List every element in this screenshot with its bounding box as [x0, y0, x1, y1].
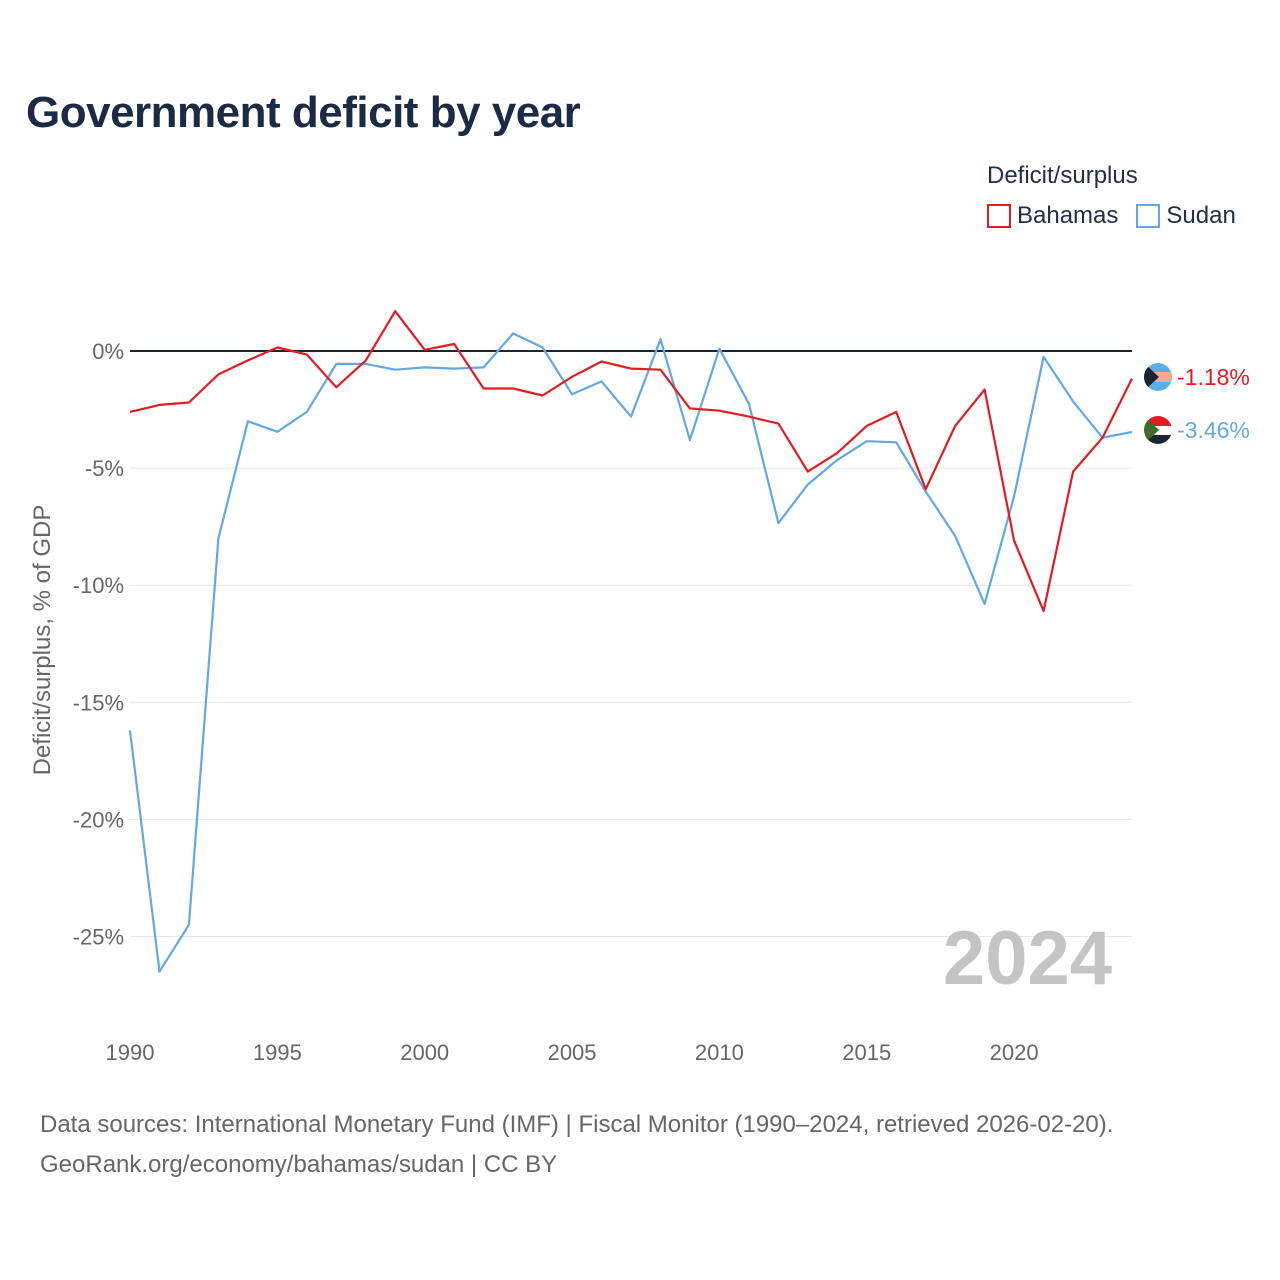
legend-item-sudan[interactable]: Sudan	[1136, 202, 1236, 230]
legend-item-bahamas[interactable]: Bahamas	[987, 202, 1118, 230]
footer: Data sources: International Monetary Fun…	[40, 1105, 1113, 1185]
x-tick-label: 2000	[400, 1040, 449, 1065]
year-watermark: 2024	[943, 916, 1112, 1001]
y-tick-label: -5%	[85, 456, 124, 481]
legend: Deficit/surplus Bahamas Sudan	[987, 162, 1236, 230]
x-tick-label: 2005	[548, 1040, 597, 1065]
y-tick-label: -15%	[73, 690, 124, 715]
legend-title: Deficit/surplus	[987, 162, 1138, 189]
end-label-bahamas: -1.18%	[1177, 364, 1250, 390]
bahamas-flag-icon	[1144, 363, 1172, 391]
data-sources: Data sources: International Monetary Fun…	[40, 1111, 1114, 1138]
series-line-bahamas	[129, 310, 1133, 613]
end-label-sudan: -3.46%	[1177, 417, 1250, 443]
source-link[interactable]: GeoRank.org/economy/bahamas/sudan | CC B…	[40, 1151, 558, 1178]
x-tick-label: 2010	[695, 1040, 744, 1065]
chart-title: Government deficit by year	[26, 88, 581, 137]
x-tick-label: 1990	[106, 1040, 155, 1065]
x-tick-label: 2015	[842, 1040, 891, 1065]
legend-swatch-sudan	[1136, 204, 1161, 228]
legend-label-bahamas: Bahamas	[1017, 202, 1119, 229]
sudan-flag-icon	[1144, 416, 1172, 444]
x-tick-label: 1995	[253, 1040, 302, 1065]
y-tick-label: 0%	[92, 339, 124, 364]
y-tick-label: -20%	[73, 807, 124, 832]
x-tick-label: 2020	[990, 1040, 1039, 1065]
y-axis-title: Deficit/surplus, % of GDP	[29, 505, 56, 776]
legend-label-sudan: Sudan	[1166, 202, 1236, 229]
series-line-sudan	[128, 332, 1133, 973]
y-tick-label: -25%	[73, 925, 124, 950]
y-tick-label: -10%	[73, 573, 124, 598]
legend-swatch-bahamas	[987, 204, 1011, 228]
